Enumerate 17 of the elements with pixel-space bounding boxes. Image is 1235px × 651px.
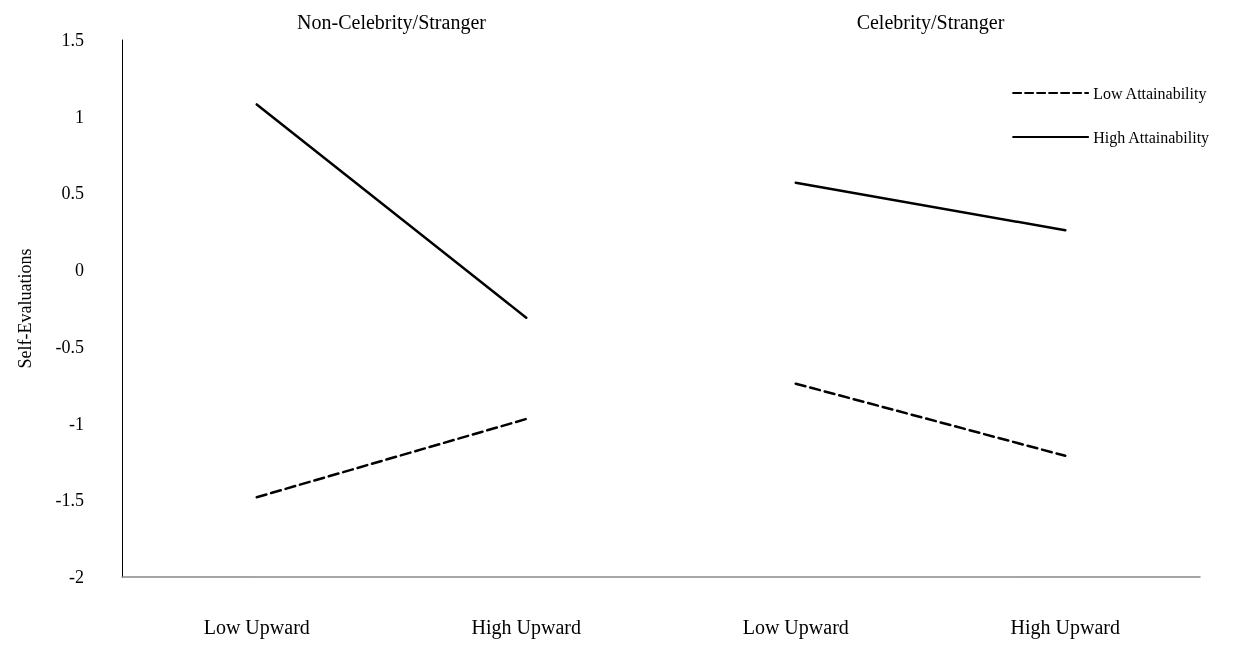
x-tick-label: Low Upward	[203, 616, 310, 639]
text: Non-Celebrity/Stranger	[297, 11, 487, 34]
x-tick-label: Low Upward	[742, 616, 849, 639]
text: Celebrity/Stranger	[856, 11, 1005, 34]
y-tick-label: -1	[69, 413, 84, 434]
y-tick-label: 0.5	[61, 183, 84, 204]
y-tick-label: 0	[75, 260, 84, 281]
y-tick-label: 1	[75, 106, 84, 127]
x-tick-label: High Upward	[1010, 616, 1120, 639]
legend-label: High Attainability	[1093, 128, 1210, 147]
y-axis-title: Self-Evaluations	[15, 248, 35, 369]
x-tick-label: High Upward	[471, 616, 581, 639]
y-tick-label: 1.5	[61, 30, 84, 50]
y-tick-label: -0.5	[55, 336, 84, 357]
legend-label: Low Attainability	[1093, 84, 1207, 103]
y-tick-label: -2	[69, 567, 84, 587]
y-tick-label: -1.5	[55, 490, 84, 511]
